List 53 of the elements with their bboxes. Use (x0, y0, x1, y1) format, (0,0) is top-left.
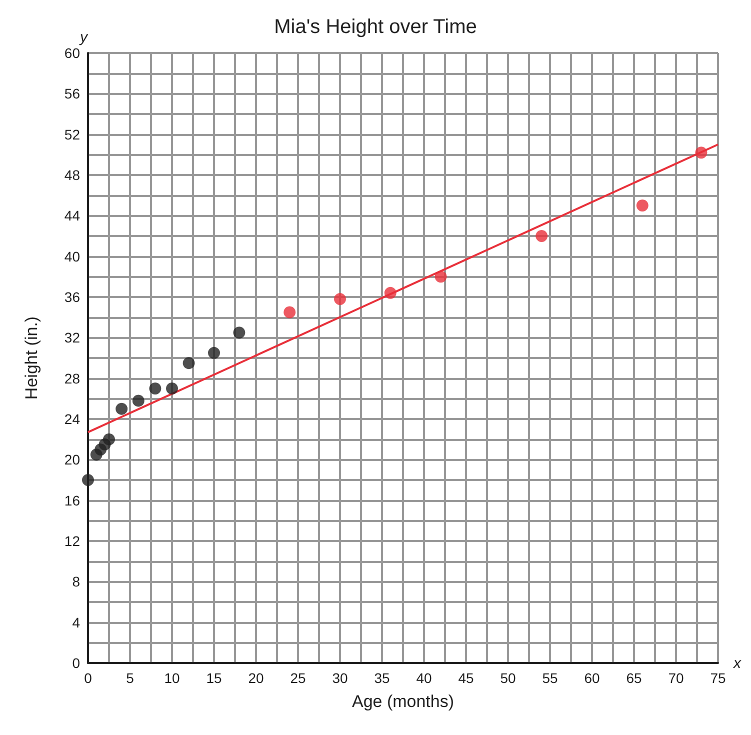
x-tick-label: 20 (248, 670, 264, 686)
point (334, 293, 346, 306)
y-tick-label: 4 (72, 614, 80, 630)
y-tick-label: 56 (64, 86, 80, 102)
x-tick-label: 15 (206, 670, 222, 686)
text: y (79, 29, 89, 46)
x-tick-label: 70 (668, 670, 684, 686)
point (116, 402, 128, 415)
x-tick-label: 25 (290, 670, 306, 686)
x-tick-label: 40 (416, 670, 432, 686)
y-tick-label: 32 (64, 330, 80, 346)
point (233, 326, 246, 339)
point (384, 286, 396, 299)
y-tick-label: 52 (64, 126, 80, 142)
x-tick-label: 5 (126, 670, 134, 686)
x-tick-label: 45 (458, 670, 474, 686)
x-tick-label: 30 (332, 670, 348, 686)
y-tick-label: 40 (64, 248, 80, 264)
y-tick-label: 60 (64, 45, 80, 61)
y-tick-label: 8 (72, 574, 80, 590)
x-tick-label: 65 (626, 670, 642, 686)
point (208, 346, 220, 359)
point (82, 474, 94, 486)
y-tick-label: 36 (64, 289, 80, 305)
point (284, 306, 296, 318)
point (149, 382, 162, 394)
x-tick-label: 50 (500, 670, 516, 686)
y-tick-label: 24 (64, 411, 80, 427)
point (103, 433, 115, 446)
y-axis-title: Height (in.) (22, 316, 41, 400)
point (695, 146, 708, 159)
x-tick-label: 55 (542, 670, 558, 686)
y-tick-label: 0 (72, 655, 80, 671)
point (536, 230, 548, 242)
x-tick-label: 35 (374, 670, 390, 686)
y-tick-label: 16 (64, 492, 80, 508)
point (166, 382, 178, 394)
x-tick-label: 60 (584, 670, 600, 686)
y-tick-label: 44 (64, 208, 80, 224)
x-tick-label: 10 (164, 670, 180, 686)
point (132, 394, 144, 407)
y-tick-label: 28 (64, 370, 80, 386)
point (434, 270, 447, 283)
chart-title: Mia's Height over Time (274, 16, 477, 38)
x-tick-label: 75 (710, 670, 726, 686)
point (182, 357, 195, 370)
y-tick-label: 48 (64, 167, 80, 183)
x-tick-label: 0 (84, 670, 92, 686)
y-tick-label: 20 (64, 452, 80, 468)
y-tick-label: 12 (64, 533, 80, 549)
text: x (732, 655, 742, 672)
x-axis-title: Age (months) (352, 692, 454, 711)
point (636, 200, 648, 212)
